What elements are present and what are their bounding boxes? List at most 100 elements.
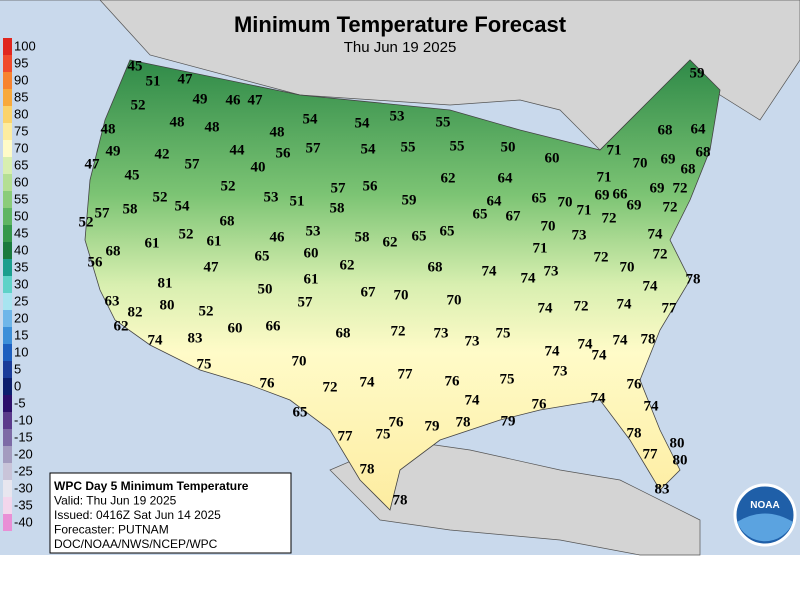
station-temp: 77 (662, 300, 678, 316)
legend-label: 45 (14, 225, 28, 240)
station-temp: 73 (544, 263, 559, 279)
station-temp: 74 (644, 398, 660, 414)
station-temp: 42 (155, 146, 170, 162)
station-temp: 65 (440, 223, 455, 239)
station-temp: 83 (655, 481, 670, 497)
station-temp: 77 (643, 446, 659, 462)
station-temp: 75 (500, 371, 515, 387)
station-temp: 76 (260, 375, 276, 391)
station-temp: 61 (207, 233, 222, 249)
station-temp: 74 (578, 336, 594, 352)
legend-swatch (3, 106, 12, 123)
station-temp: 74 (360, 374, 376, 390)
legend-swatch (3, 276, 12, 293)
station-temp: 60 (228, 320, 243, 336)
station-temp: 47 (248, 92, 264, 108)
station-temp: 48 (205, 119, 220, 135)
station-temp: 52 (153, 189, 168, 205)
legend: 1009590858075706560555045403530252015105… (3, 38, 36, 531)
station-temp: 54 (361, 141, 377, 157)
station-temp: 56 (88, 254, 104, 270)
station-temp: 54 (303, 111, 319, 127)
station-temp: 45 (125, 167, 140, 183)
station-temp: 74 (482, 263, 498, 279)
station-temp: 82 (128, 304, 143, 320)
station-temp: 77 (398, 366, 414, 382)
station-temp: 68 (220, 213, 235, 229)
subtitle: Thu Jun 19 2025 (344, 39, 457, 56)
station-temp: 72 (594, 249, 609, 265)
station-temp: 74 (591, 390, 607, 406)
station-temp: 73 (553, 363, 568, 379)
logo-text: NOAA (750, 500, 779, 511)
legend-label: 55 (14, 191, 28, 206)
station-temp: 77 (338, 428, 354, 444)
station-temp: 78 (686, 271, 701, 287)
station-temp: 66 (266, 318, 282, 334)
station-temp: 48 (270, 124, 285, 140)
station-temp: 62 (340, 257, 355, 273)
info-line: Forecaster: PUTNAM (54, 523, 169, 537)
station-temp: 64 (691, 121, 707, 137)
legend-label: 60 (14, 174, 28, 189)
station-temp: 59 (402, 192, 417, 208)
legend-label: 40 (14, 242, 28, 257)
station-temp: 52 (79, 214, 94, 230)
station-temp: 69 (661, 151, 676, 167)
station-temp: 72 (574, 298, 589, 314)
station-temp: 74 (648, 226, 664, 242)
legend-label: 25 (14, 293, 28, 308)
station-temp: 80 (673, 452, 688, 468)
station-temp: 66 (613, 186, 629, 202)
station-temp: 80 (160, 297, 175, 313)
legend-swatch (3, 208, 12, 225)
station-temp: 53 (306, 223, 321, 239)
station-temp: 48 (170, 114, 185, 130)
station-temp: 65 (412, 228, 427, 244)
station-temp: 65 (255, 248, 270, 264)
station-temp: 63 (105, 293, 120, 309)
station-temp: 73 (465, 333, 480, 349)
station-temp: 57 (298, 294, 314, 310)
station-temp: 79 (501, 413, 516, 429)
station-temp: 56 (363, 178, 379, 194)
info-box (49, 472, 292, 554)
info-line: WPC Day 5 Minimum Temperature (54, 479, 249, 493)
legend-label: 50 (14, 208, 28, 223)
station-temp: 70 (292, 353, 307, 369)
station-temp: 58 (123, 201, 138, 217)
station-temp: 72 (602, 210, 617, 226)
station-temp: 53 (264, 189, 279, 205)
logo-wave (737, 513, 793, 542)
station-temp: 69 (650, 180, 665, 196)
station-temp: 44 (230, 142, 246, 158)
station-temp: 51 (290, 193, 305, 209)
station-temp: 49 (106, 143, 121, 159)
station-temp: 74 (148, 332, 164, 348)
legend-swatch (3, 412, 12, 429)
legend-label: 0 (14, 378, 21, 393)
legend-label: 100 (14, 38, 36, 53)
station-temp: 70 (447, 292, 462, 308)
legend-label: 5 (14, 361, 21, 376)
station-temp: 70 (633, 155, 648, 171)
station-temp: 49 (193, 91, 208, 107)
station-temp: 74 (521, 270, 537, 286)
legend-swatch (3, 497, 12, 514)
station-temp: 64 (487, 193, 503, 209)
legend-swatch (3, 361, 12, 378)
station-temp: 71 (533, 240, 548, 256)
station-temp: 55 (450, 138, 465, 154)
legend-label: 95 (14, 55, 28, 70)
conus (84, 59, 721, 511)
legend-label: 30 (14, 276, 28, 291)
station-temp: 57 (95, 205, 111, 221)
legend-swatch (3, 344, 12, 361)
station-temp: 52 (199, 303, 214, 319)
legend-label: 80 (14, 106, 28, 121)
legend-swatch (3, 157, 12, 174)
station-temp: 76 (532, 396, 548, 412)
legend-swatch (3, 429, 12, 446)
station-temp: 76 (389, 414, 405, 430)
